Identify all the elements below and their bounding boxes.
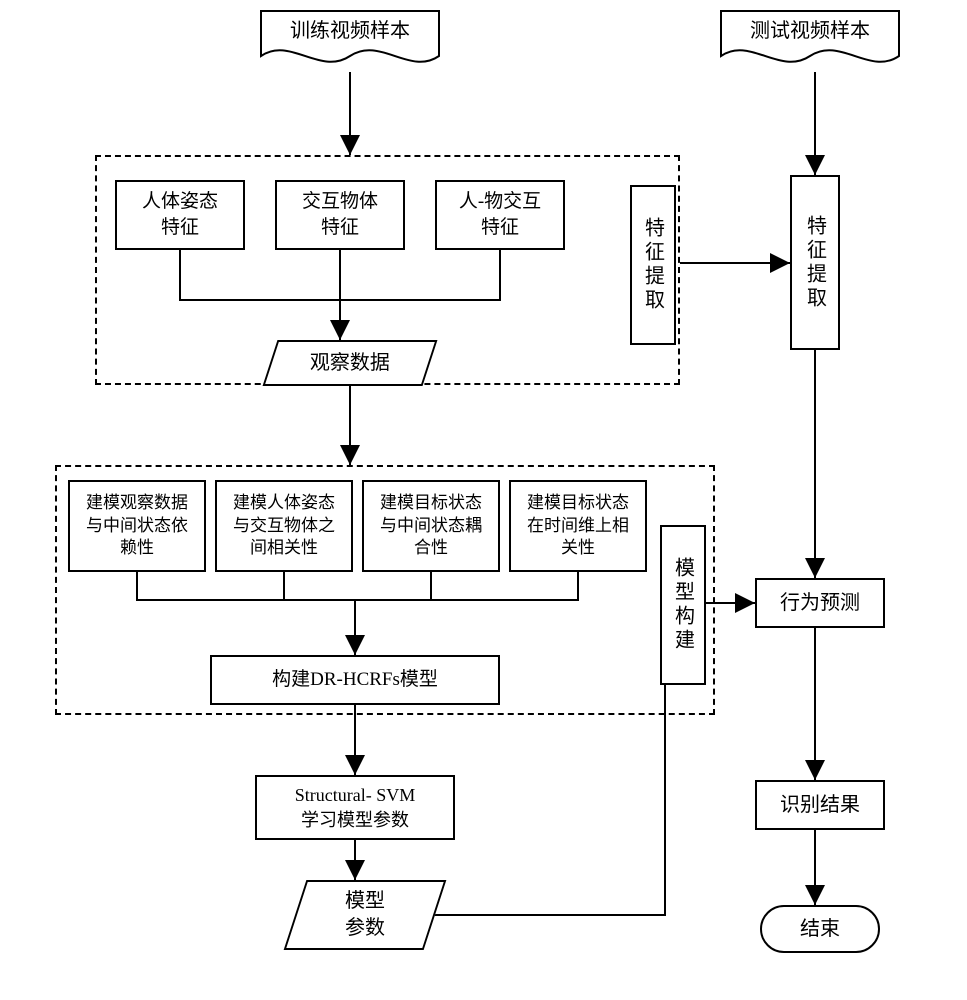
build-dr-hcrfs-label: 构建DR-HCRFs模型 — [272, 667, 438, 693]
group-feature-vlabel: 特征提取 — [630, 185, 676, 345]
model-box-4: 建模目标状态在时间维上相关性 — [509, 480, 647, 572]
feat-object-label: 交互物体特征 — [302, 189, 378, 240]
build-dr-hcrfs: 构建DR-HCRFs模型 — [210, 655, 500, 705]
recognition-result: 识别结果 — [755, 780, 885, 830]
test-input-label: 测试视频样本 — [720, 14, 900, 43]
end-terminator: 结束 — [760, 905, 880, 953]
model-params: 模型参数 — [284, 880, 447, 950]
feat-pose-label: 人体姿态特征 — [142, 189, 218, 240]
model-box-1: 建模观察数据与中间状态依赖性 — [68, 480, 206, 572]
group-model-vlabel: 模型构建 — [660, 525, 706, 685]
observation-data-label: 观察数据 — [310, 350, 390, 377]
behavior-prediction: 行为预测 — [755, 578, 885, 628]
feat-interaction: 人-物交互特征 — [435, 180, 565, 250]
observation-data: 观察数据 — [263, 340, 438, 386]
model-params-label: 模型参数 — [345, 888, 385, 942]
recognition-result-label: 识别结果 — [780, 792, 860, 819]
test-feature-extraction: 特征提取 — [790, 175, 840, 350]
train-input-label: 训练视频样本 — [260, 14, 440, 43]
model-box-4-label: 建模目标状态在时间维上相关性 — [527, 492, 629, 561]
structural-svm: Structural- SVM学习模型参数 — [255, 775, 455, 840]
feat-interaction-label: 人-物交互特征 — [459, 189, 541, 240]
end-label: 结束 — [800, 916, 840, 943]
feat-object: 交互物体特征 — [275, 180, 405, 250]
model-box-2-label: 建模人体姿态与交互物体之间相关性 — [233, 492, 335, 561]
feat-pose: 人体姿态特征 — [115, 180, 245, 250]
model-box-1-label: 建模观察数据与中间状态依赖性 — [86, 492, 188, 561]
model-box-3: 建模目标状态与中间状态耦合性 — [362, 480, 500, 572]
behavior-prediction-label: 行为预测 — [780, 590, 860, 617]
structural-svm-label: Structural- SVM学习模型参数 — [295, 783, 416, 832]
model-box-3-label: 建模目标状态与中间状态耦合性 — [380, 492, 482, 561]
model-box-2: 建模人体姿态与交互物体之间相关性 — [215, 480, 353, 572]
